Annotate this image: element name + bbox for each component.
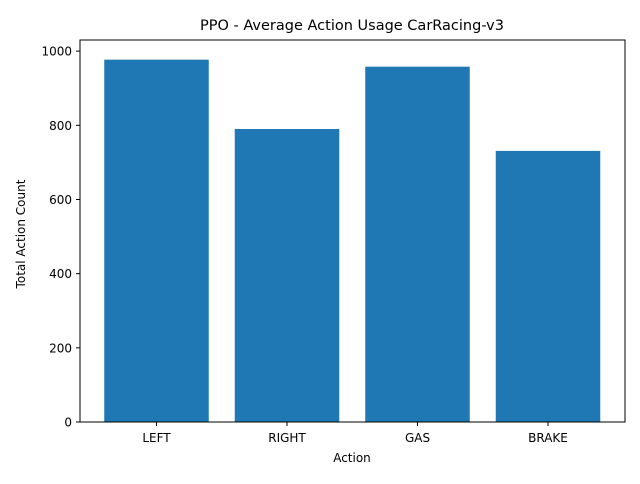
y-tick-label: 400 [49,267,72,281]
chart-title: PPO - Average Action Usage CarRacing-v3 [200,18,504,34]
y-axis: 0 200 400 600 800 1000 [41,45,80,430]
y-tick-label: 600 [49,193,72,207]
x-axis: LEFT RIGHT GAS BRAKE [142,422,568,445]
bars-group [104,59,601,422]
x-tick-label: BRAKE [528,431,568,445]
y-tick-label: 0 [64,416,72,430]
bar-gas [365,66,470,422]
x-axis-label: Action [333,451,371,465]
x-tick-label: RIGHT [268,431,306,445]
y-tick-label: 200 [49,341,72,355]
x-tick-label: GAS [405,431,430,445]
y-axis-label: Total Action Count [14,179,28,289]
plot-frame [79,39,626,423]
x-tick-label: LEFT [142,431,171,445]
bar-brake [495,150,601,422]
bar-left [104,59,209,422]
bar-right [234,129,340,422]
y-tick-label: 800 [49,119,72,133]
y-tick-label: 1000 [41,45,72,59]
